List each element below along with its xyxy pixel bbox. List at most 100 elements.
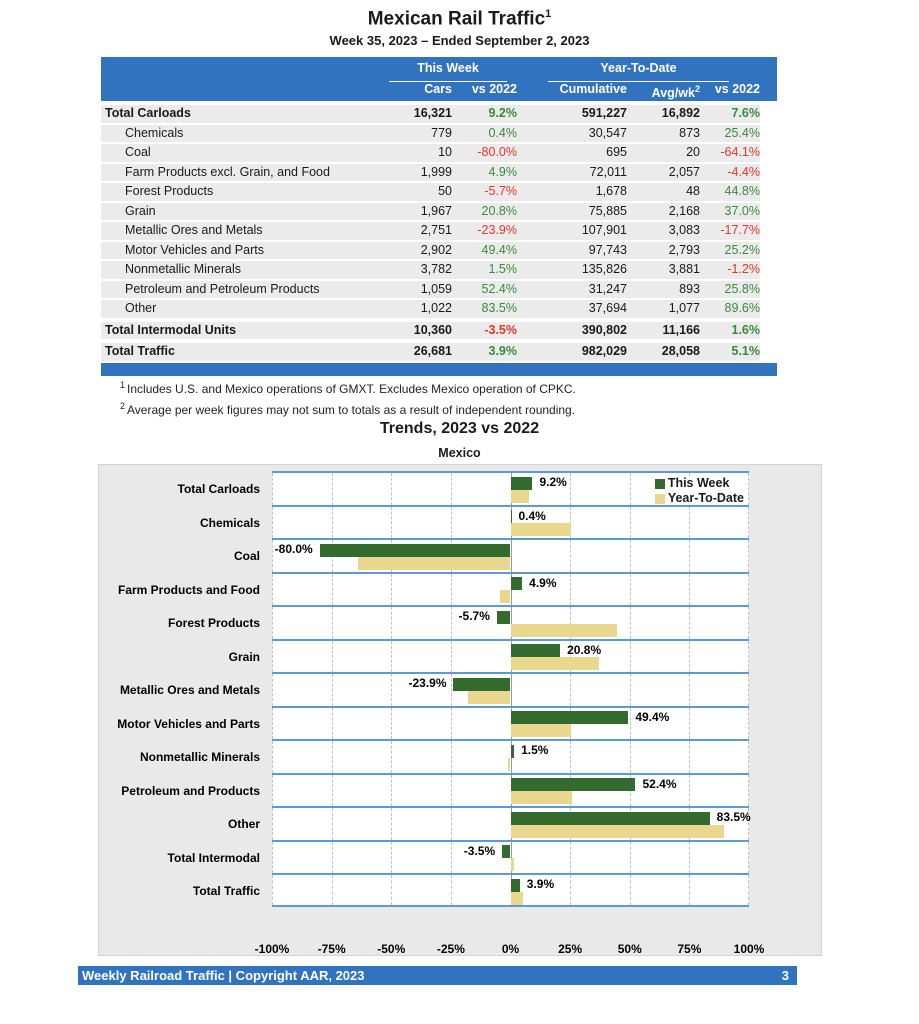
cars-vs-value: 49.4% (481, 242, 517, 257)
ytd-vs-value: 25.2% (724, 242, 760, 257)
avgwk-footnote-marker: 2 (694, 84, 700, 94)
gridline (450, 674, 452, 706)
bar-data-label: 4.9% (529, 575, 557, 590)
row-label: Other (125, 301, 157, 315)
gridline (570, 540, 572, 572)
bar-this-week (510, 811, 710, 825)
gridline (272, 808, 273, 840)
ytd-vs-value: 89.6% (724, 301, 760, 315)
footnote-2-text: Average per week figures may not sum to … (127, 403, 576, 417)
category-label: Forest Products (167, 616, 260, 630)
gridline (272, 473, 273, 505)
ytd-vs-value: 1.6% (731, 322, 761, 337)
cumulative-value: 695 (606, 145, 627, 159)
gridline (391, 774, 393, 806)
bar-this-week (510, 744, 515, 758)
gridline (391, 506, 393, 538)
gridline (272, 774, 273, 806)
category-label: Coal (233, 549, 260, 563)
bar-year-to-date (510, 489, 529, 503)
page-number: 3 (781, 968, 789, 983)
cars-vs-value: 20.8% (481, 203, 517, 218)
gridline (272, 841, 273, 873)
zero-line (510, 607, 512, 639)
cars-vs-value: 0.4% (488, 125, 518, 140)
column-header-spacer (101, 78, 379, 104)
gridline (570, 841, 572, 873)
x-axis-tick-label: 100% (733, 942, 765, 956)
category-label: Total Traffic (192, 884, 260, 898)
chart-plot-area: 9.2% Total Carloads This Week Year-To-Date 0… (117, 471, 751, 907)
cumulative-value: 30,547 (588, 125, 627, 140)
legend-label: Year-To-Date (667, 491, 744, 505)
row-label: Total Intermodal Units (105, 322, 237, 337)
chart-panel-farm-products-and-food: 4.9% Farm Products and Food (118, 571, 749, 605)
zero-line (510, 841, 512, 873)
gridline (450, 473, 452, 505)
cumulative-value: 135,826 (581, 262, 627, 276)
gridline (391, 808, 393, 840)
row-label: Nonmetallic Minerals (125, 262, 242, 276)
cars-value: 779 (431, 125, 452, 140)
bar-this-week (453, 677, 511, 691)
gridline (391, 473, 393, 505)
legend-swatch-icon (654, 493, 665, 504)
gridline (331, 808, 333, 840)
gridline (689, 607, 691, 639)
category-label: Farm Products and Food (117, 582, 260, 597)
gridline (331, 506, 333, 538)
x-axis-tick-label: 25% (558, 942, 583, 956)
bar-data-label: 83.5% (716, 810, 751, 824)
gridline (748, 506, 749, 538)
gridline (629, 573, 631, 605)
x-axis-tick-label: -25% (436, 942, 465, 956)
column-header-cars-vs2022: vs 2022 (471, 82, 517, 96)
gridline (450, 607, 452, 639)
gridline (272, 506, 273, 538)
cars-value: 1,022 (420, 301, 452, 315)
gridline (391, 875, 393, 905)
gridline (450, 808, 452, 840)
category-label: Chemicals (199, 515, 260, 530)
gridline (689, 540, 691, 572)
zero-line (510, 540, 512, 572)
gridline (450, 640, 452, 672)
avg-wk-value: 11,166 (662, 322, 700, 337)
ytd-vs-value: -1.2% (727, 262, 760, 276)
bar-data-label: -5.7% (458, 609, 490, 623)
gridline (331, 707, 333, 739)
avg-wk-value: 2,168 (668, 203, 700, 218)
chart-panel-coal: -80.0% Coal (234, 538, 749, 572)
gridline (629, 707, 631, 739)
ytd-vs-value: 37.0% (724, 203, 760, 218)
x-axis-tick-label: 75% (677, 942, 702, 956)
avg-wk-value: 873 (679, 125, 700, 140)
table-row: Petroleum and Petroleum Products 1,059 52.… (101, 280, 760, 298)
category-label: Other (227, 817, 260, 831)
ytd-vs-value: 7.6% (731, 106, 761, 120)
bar-this-week (502, 845, 511, 858)
gridline (570, 607, 572, 639)
row-label: Petroleum and Petroleum Products (125, 281, 320, 296)
category-label: Motor Vehicles and Parts (117, 716, 260, 731)
gridline (689, 774, 691, 806)
gridline (570, 506, 572, 538)
row-label: Grain (125, 203, 156, 218)
cars-vs-value: -5.7% (484, 184, 517, 198)
avg-wk-value: 16,892 (661, 106, 700, 120)
gridline (272, 540, 273, 572)
gridline (748, 573, 749, 605)
table-row: Total Carloads 16,321 9.2% 591,227 16,892 7.6… (101, 105, 760, 123)
legend-item: This Week (654, 476, 744, 491)
avg-wk-value: 3,083 (668, 223, 700, 237)
ytd-vs-value: -4.4% (727, 164, 760, 179)
bar-this-week (510, 878, 520, 892)
category-label: Petroleum and Products (121, 783, 260, 798)
column-header-cars: Cars (424, 82, 452, 96)
gridline (331, 573, 333, 605)
cumulative-value: 75,885 (588, 203, 627, 218)
bar-year-to-date (357, 556, 511, 570)
gridline (748, 540, 749, 572)
gridline (748, 774, 749, 806)
gridline (748, 841, 749, 873)
